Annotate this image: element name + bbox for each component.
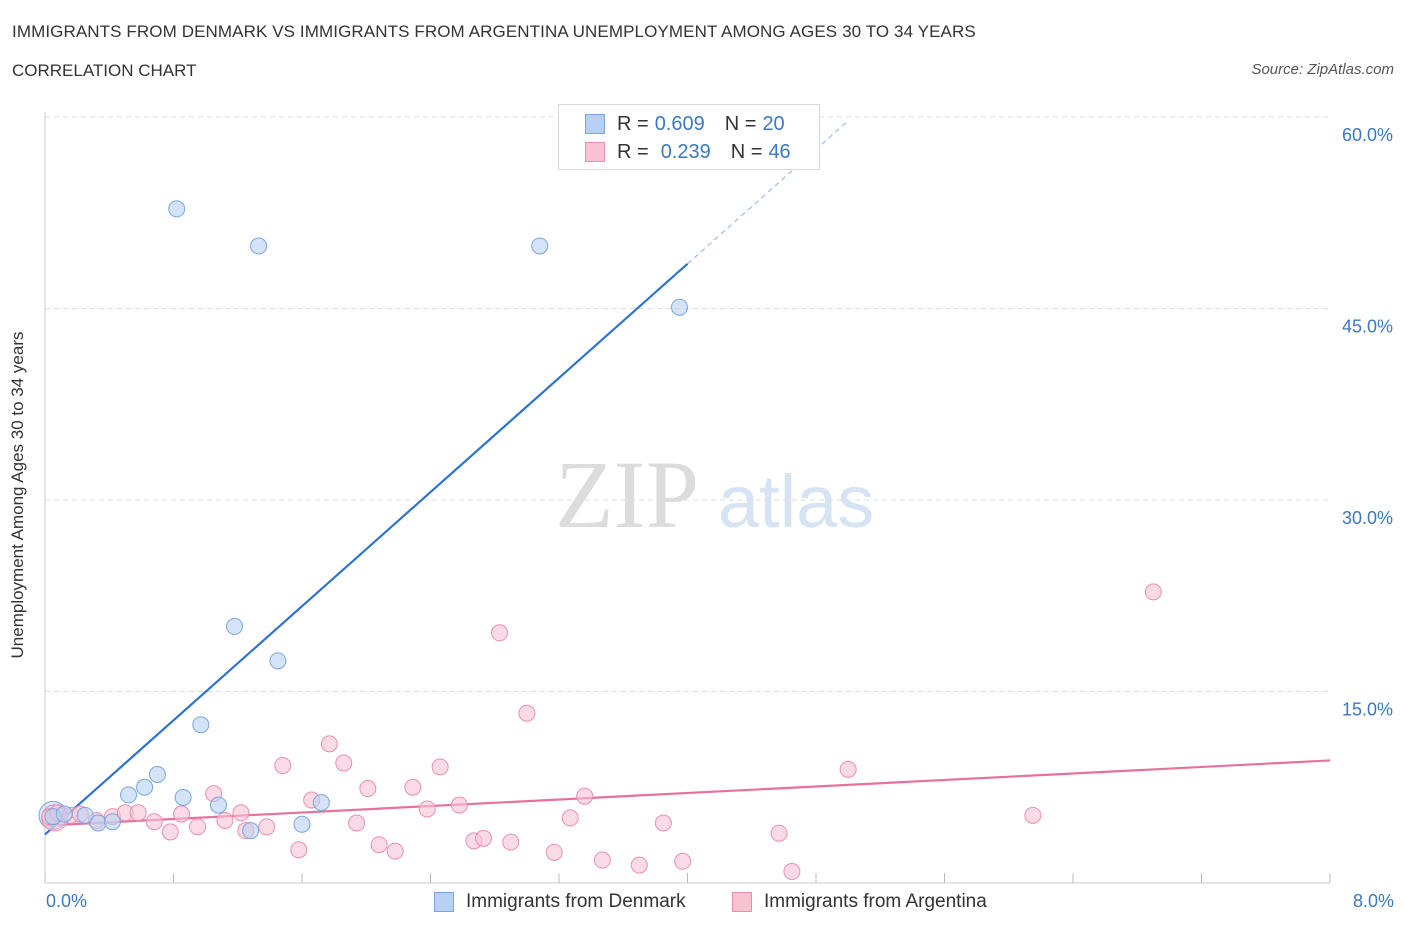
argentina-point — [129, 804, 147, 822]
trend-lines — [44, 120, 1331, 836]
y-tick-label: 60.0% — [1342, 125, 1393, 145]
argentina-point — [630, 856, 648, 874]
chart-title: IMMIGRANTS FROM DENMARK VS IMMIGRANTS FR… — [12, 22, 976, 41]
argentina-legend-label: Immigrants from Argentina — [764, 891, 987, 912]
denmark-legend-swatch — [434, 892, 454, 912]
watermark-zip: ZIP — [555, 441, 699, 548]
x-tick-label-min: 0.0% — [46, 891, 88, 911]
x-tick-label-max: 8.0% — [1352, 891, 1394, 911]
argentina-point — [320, 735, 338, 753]
argentina-n-value: 46 — [768, 140, 791, 163]
y-tick-label: 15.0% — [1342, 700, 1393, 720]
argentina-r-value: 0.239 — [660, 140, 711, 163]
argentina-point — [418, 800, 436, 818]
argentina-point — [161, 823, 179, 841]
stats-legend: R = 0.609 N = 20 R = 0.239 N = 46 — [558, 104, 820, 170]
y-tick-label: 45.0% — [1342, 317, 1393, 337]
argentina-point — [674, 852, 692, 870]
argentina-point — [274, 757, 292, 775]
argentina-point — [348, 814, 366, 832]
source-credit: Source: ZipAtlas.com — [1251, 61, 1394, 78]
argentina-point — [189, 818, 207, 836]
argentina-swatch — [585, 142, 605, 162]
denmark-point — [148, 765, 166, 783]
axes — [44, 112, 1331, 884]
argentina-point — [431, 758, 449, 776]
denmark-r-value: 0.609 — [654, 112, 705, 135]
y-tick-labels: 15.0% 30.0% 45.0% 60.0% — [1342, 125, 1393, 720]
argentina-point — [173, 805, 191, 823]
denmark-point — [120, 786, 138, 804]
denmark-point — [192, 716, 210, 734]
denmark-point — [168, 200, 186, 218]
r-label: R = — [617, 140, 649, 163]
argentina-point — [839, 760, 857, 778]
legend-row-denmark: R = 0.609 N = 20 — [585, 112, 785, 136]
denmark-point — [293, 815, 311, 833]
argentina-point — [370, 836, 388, 854]
argentina-point — [1144, 583, 1162, 601]
argentina-point — [491, 624, 509, 642]
argentina-point — [404, 778, 422, 796]
denmark-point — [55, 805, 73, 823]
denmark-trend-line — [44, 262, 689, 836]
argentina-point — [654, 814, 672, 832]
argentina-point — [216, 811, 234, 829]
denmark-n-value: 20 — [762, 112, 785, 135]
series-legend-argentina: Immigrants from Argentina — [732, 890, 987, 914]
denmark-point — [226, 617, 244, 635]
argentina-point — [783, 863, 801, 881]
denmark-point — [312, 794, 330, 812]
argentina-point — [475, 829, 493, 847]
argentina-point — [593, 851, 611, 869]
argentina-point — [359, 780, 377, 798]
grid-lines — [45, 116, 1330, 692]
argentina-trend-line — [44, 759, 1331, 827]
argentina-point — [770, 824, 788, 842]
zipatlas-watermark: ZIP atlas — [555, 441, 874, 548]
y-axis-label: Unemployment Among Ages 30 to 34 years — [8, 331, 27, 659]
n-label: N = — [730, 140, 763, 163]
r-label: R = — [617, 112, 649, 135]
argentina-point — [1024, 806, 1042, 824]
n-label: N = — [724, 112, 757, 135]
legend-row-argentina: R = 0.239 N = 46 — [585, 140, 791, 164]
denmark-point — [89, 814, 107, 832]
argentina-point — [518, 704, 536, 722]
argentina-point — [545, 843, 563, 861]
denmark-point — [174, 788, 192, 806]
argentina-point — [290, 841, 308, 859]
argentina-point — [561, 809, 579, 827]
argentina-point — [450, 796, 468, 814]
argentina-point — [576, 787, 594, 805]
chart-subtitle: CORRELATION CHART — [12, 61, 197, 80]
argentina-point — [335, 754, 353, 772]
denmark-legend-label: Immigrants from Denmark — [466, 891, 686, 912]
argentina-point — [232, 804, 250, 822]
series-legend-denmark: Immigrants from Denmark — [434, 890, 686, 914]
argentina-point — [386, 842, 404, 860]
denmark-point — [242, 822, 260, 840]
denmark-point — [670, 298, 688, 316]
denmark-point — [531, 237, 549, 255]
argentina-legend-swatch — [732, 892, 752, 912]
argentina-point — [258, 818, 276, 836]
watermark-atlas: atlas — [718, 460, 874, 543]
argentina-point — [145, 813, 163, 831]
denmark-point — [103, 813, 121, 831]
denmark-point — [269, 652, 287, 670]
y-tick-label: 30.0% — [1342, 508, 1393, 528]
denmark-swatch — [585, 114, 605, 134]
denmark-point — [250, 237, 268, 255]
argentina-point — [502, 833, 520, 851]
data-points — [38, 200, 1162, 881]
denmark-point — [209, 796, 227, 814]
denmark-point — [136, 778, 154, 796]
denmark-point — [76, 806, 94, 824]
